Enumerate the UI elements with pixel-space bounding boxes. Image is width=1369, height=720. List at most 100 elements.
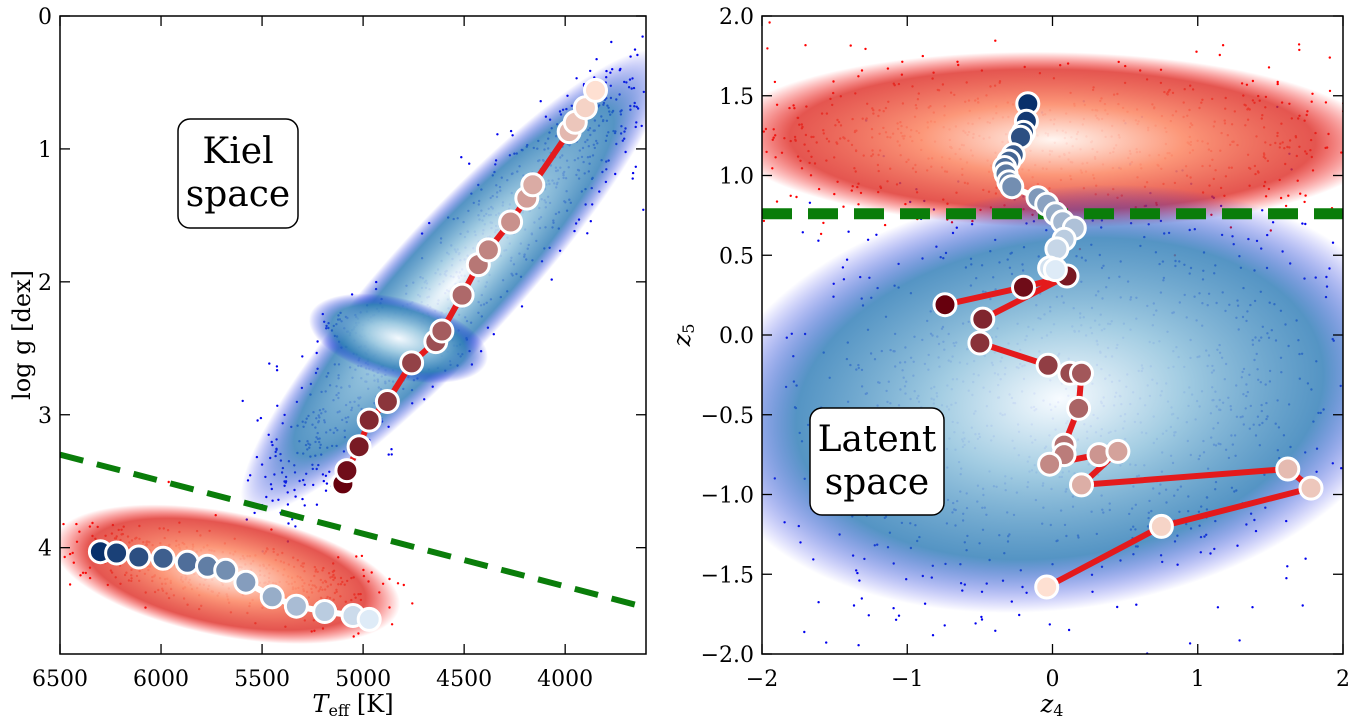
kiel-population-dot	[631, 171, 635, 175]
lat-population-dot	[1286, 565, 1289, 568]
latent-sequence-points-red	[932, 263, 1324, 600]
lat-population-dot	[864, 47, 867, 51]
kiel-sequence-point	[150, 545, 176, 571]
kiel-sequence-point	[174, 549, 200, 575]
lat-population-dot	[970, 714, 972, 716]
lat-population-dot	[974, 622, 977, 625]
lat-population-dot	[775, 200, 779, 203]
kiel-population-dot	[324, 489, 328, 492]
kiel-population-dot	[390, 453, 393, 456]
lat-population-dot	[1009, 716, 1011, 718]
lat-sequence-point	[1275, 456, 1301, 482]
kiel-population-dot	[595, 58, 598, 61]
lat-population-dot	[931, 634, 935, 637]
lat-population-dot	[822, 221, 825, 225]
kiel-population-dot	[631, 177, 634, 180]
lat-sequence-point	[1148, 513, 1174, 539]
lat-population-dot	[803, 630, 806, 634]
kiel-population-dot	[610, 40, 613, 44]
lat-population-dot	[1188, 642, 1192, 645]
kiel-population-dot	[291, 518, 294, 521]
lat-population-dot	[1301, 604, 1304, 607]
kiel-population-dot	[468, 162, 471, 165]
lat-population-dot	[849, 44, 852, 47]
lat-population-dot	[789, 194, 792, 197]
kiel-population-dot	[387, 453, 390, 456]
lat-population-dot	[1075, 664, 1077, 666]
kiel-population-dot	[259, 416, 263, 420]
kiel-x-tick-label: 4500	[436, 667, 492, 692]
lat-x-tick-label: −1	[891, 667, 923, 692]
lat-population-dot	[766, 47, 769, 50]
kiel-sequence-point	[399, 350, 425, 376]
kiel-population-dot	[666, 85, 668, 87]
kiel-population-dot	[390, 623, 394, 626]
kiel-x-tick-label: 5500	[234, 667, 290, 692]
kiel-x-axis: 6500 6000 5500 5000 4500 4000	[32, 16, 593, 692]
latent-y-axis: −2.0 −1.5 −1.0 −0.5 0.0 0.5 1.0 1.5 2.0	[701, 5, 1343, 668]
kiel-y-tick-label: 0	[38, 5, 52, 30]
lat-population-dot	[857, 644, 860, 647]
lat-sequence-point	[1042, 257, 1068, 283]
lat-population-dot	[847, 230, 850, 233]
kiel-sequence-point	[104, 540, 130, 566]
lat-population-dot	[943, 624, 946, 627]
kiel-population-dot	[241, 399, 244, 403]
kiel-population-dot	[667, 113, 669, 115]
kiel-x-tick-label: 6000	[133, 667, 189, 692]
kiel-sequence-point	[126, 544, 152, 570]
kiel-sequence-point	[312, 599, 338, 624]
lat-x-tick-label: 1	[1191, 667, 1205, 692]
kiel-population-dot	[634, 165, 637, 168]
kiel-annotation-box: Kiel space	[177, 118, 299, 229]
kiel-sequence-points-red	[330, 77, 608, 497]
kiel-y-axis-title: log g [dex]	[8, 270, 36, 400]
kiel-population-dot	[51, 580, 53, 582]
lat-y-tick-label: 1.0	[719, 165, 754, 190]
kiel-population-dot	[648, 139, 650, 141]
lat-population-dot	[860, 597, 863, 600]
lat-population-dot	[1251, 606, 1254, 609]
lat-population-dot	[801, 231, 804, 234]
kiel-population-dot	[520, 305, 524, 308]
lat-population-dot	[1304, 557, 1307, 560]
lat-population-dot	[795, 195, 798, 199]
lat-population-dot	[752, 112, 754, 114]
lat-population-dot	[1344, 137, 1346, 139]
kiel-y-tick-label: 4	[38, 537, 52, 562]
lat-y-tick-label: 2.0	[719, 5, 754, 30]
lat-population-dot	[1352, 124, 1354, 126]
lat-sequence-point	[1035, 352, 1061, 378]
lat-population-dot	[1284, 204, 1288, 208]
latent-annotation-line2: space	[825, 462, 929, 503]
kiel-x-tick-label: 6500	[32, 667, 88, 692]
lat-population-dot	[1218, 53, 1222, 57]
lat-population-dot	[817, 601, 820, 604]
kiel-population-dot	[659, 95, 661, 97]
kiel-x-axis-title: Teff [K]	[312, 690, 393, 720]
kiel-population-dot	[589, 69, 592, 73]
kiel-population-dot	[575, 77, 578, 80]
kiel-population-dot	[360, 554, 364, 558]
lat-population-dot	[883, 223, 887, 227]
kiel-population-dot	[303, 504, 306, 507]
kiel-population-dot	[294, 525, 297, 528]
lat-y-tick-label: −0.5	[701, 404, 754, 429]
lat-population-dot	[1116, 605, 1119, 609]
kiel-population-dot	[646, 111, 648, 113]
latent-annotation-line1: Latent	[818, 419, 937, 460]
lat-sequence-point	[1011, 274, 1036, 300]
kiel-sequence-point	[520, 172, 546, 198]
kiel-sequence-point	[259, 584, 285, 610]
lat-population-dot	[1328, 89, 1332, 93]
lat-population-dot	[825, 641, 828, 644]
kiel-population-dot	[301, 355, 304, 358]
kiel-population-dot	[315, 503, 319, 506]
lat-population-dot	[696, 516, 698, 518]
kiel-population-dot	[656, 95, 658, 97]
lat-sequence-point	[1298, 475, 1324, 501]
lat-population-dot	[819, 232, 823, 236]
kiel-sequence-point	[233, 569, 259, 595]
lat-population-dot	[892, 607, 895, 610]
